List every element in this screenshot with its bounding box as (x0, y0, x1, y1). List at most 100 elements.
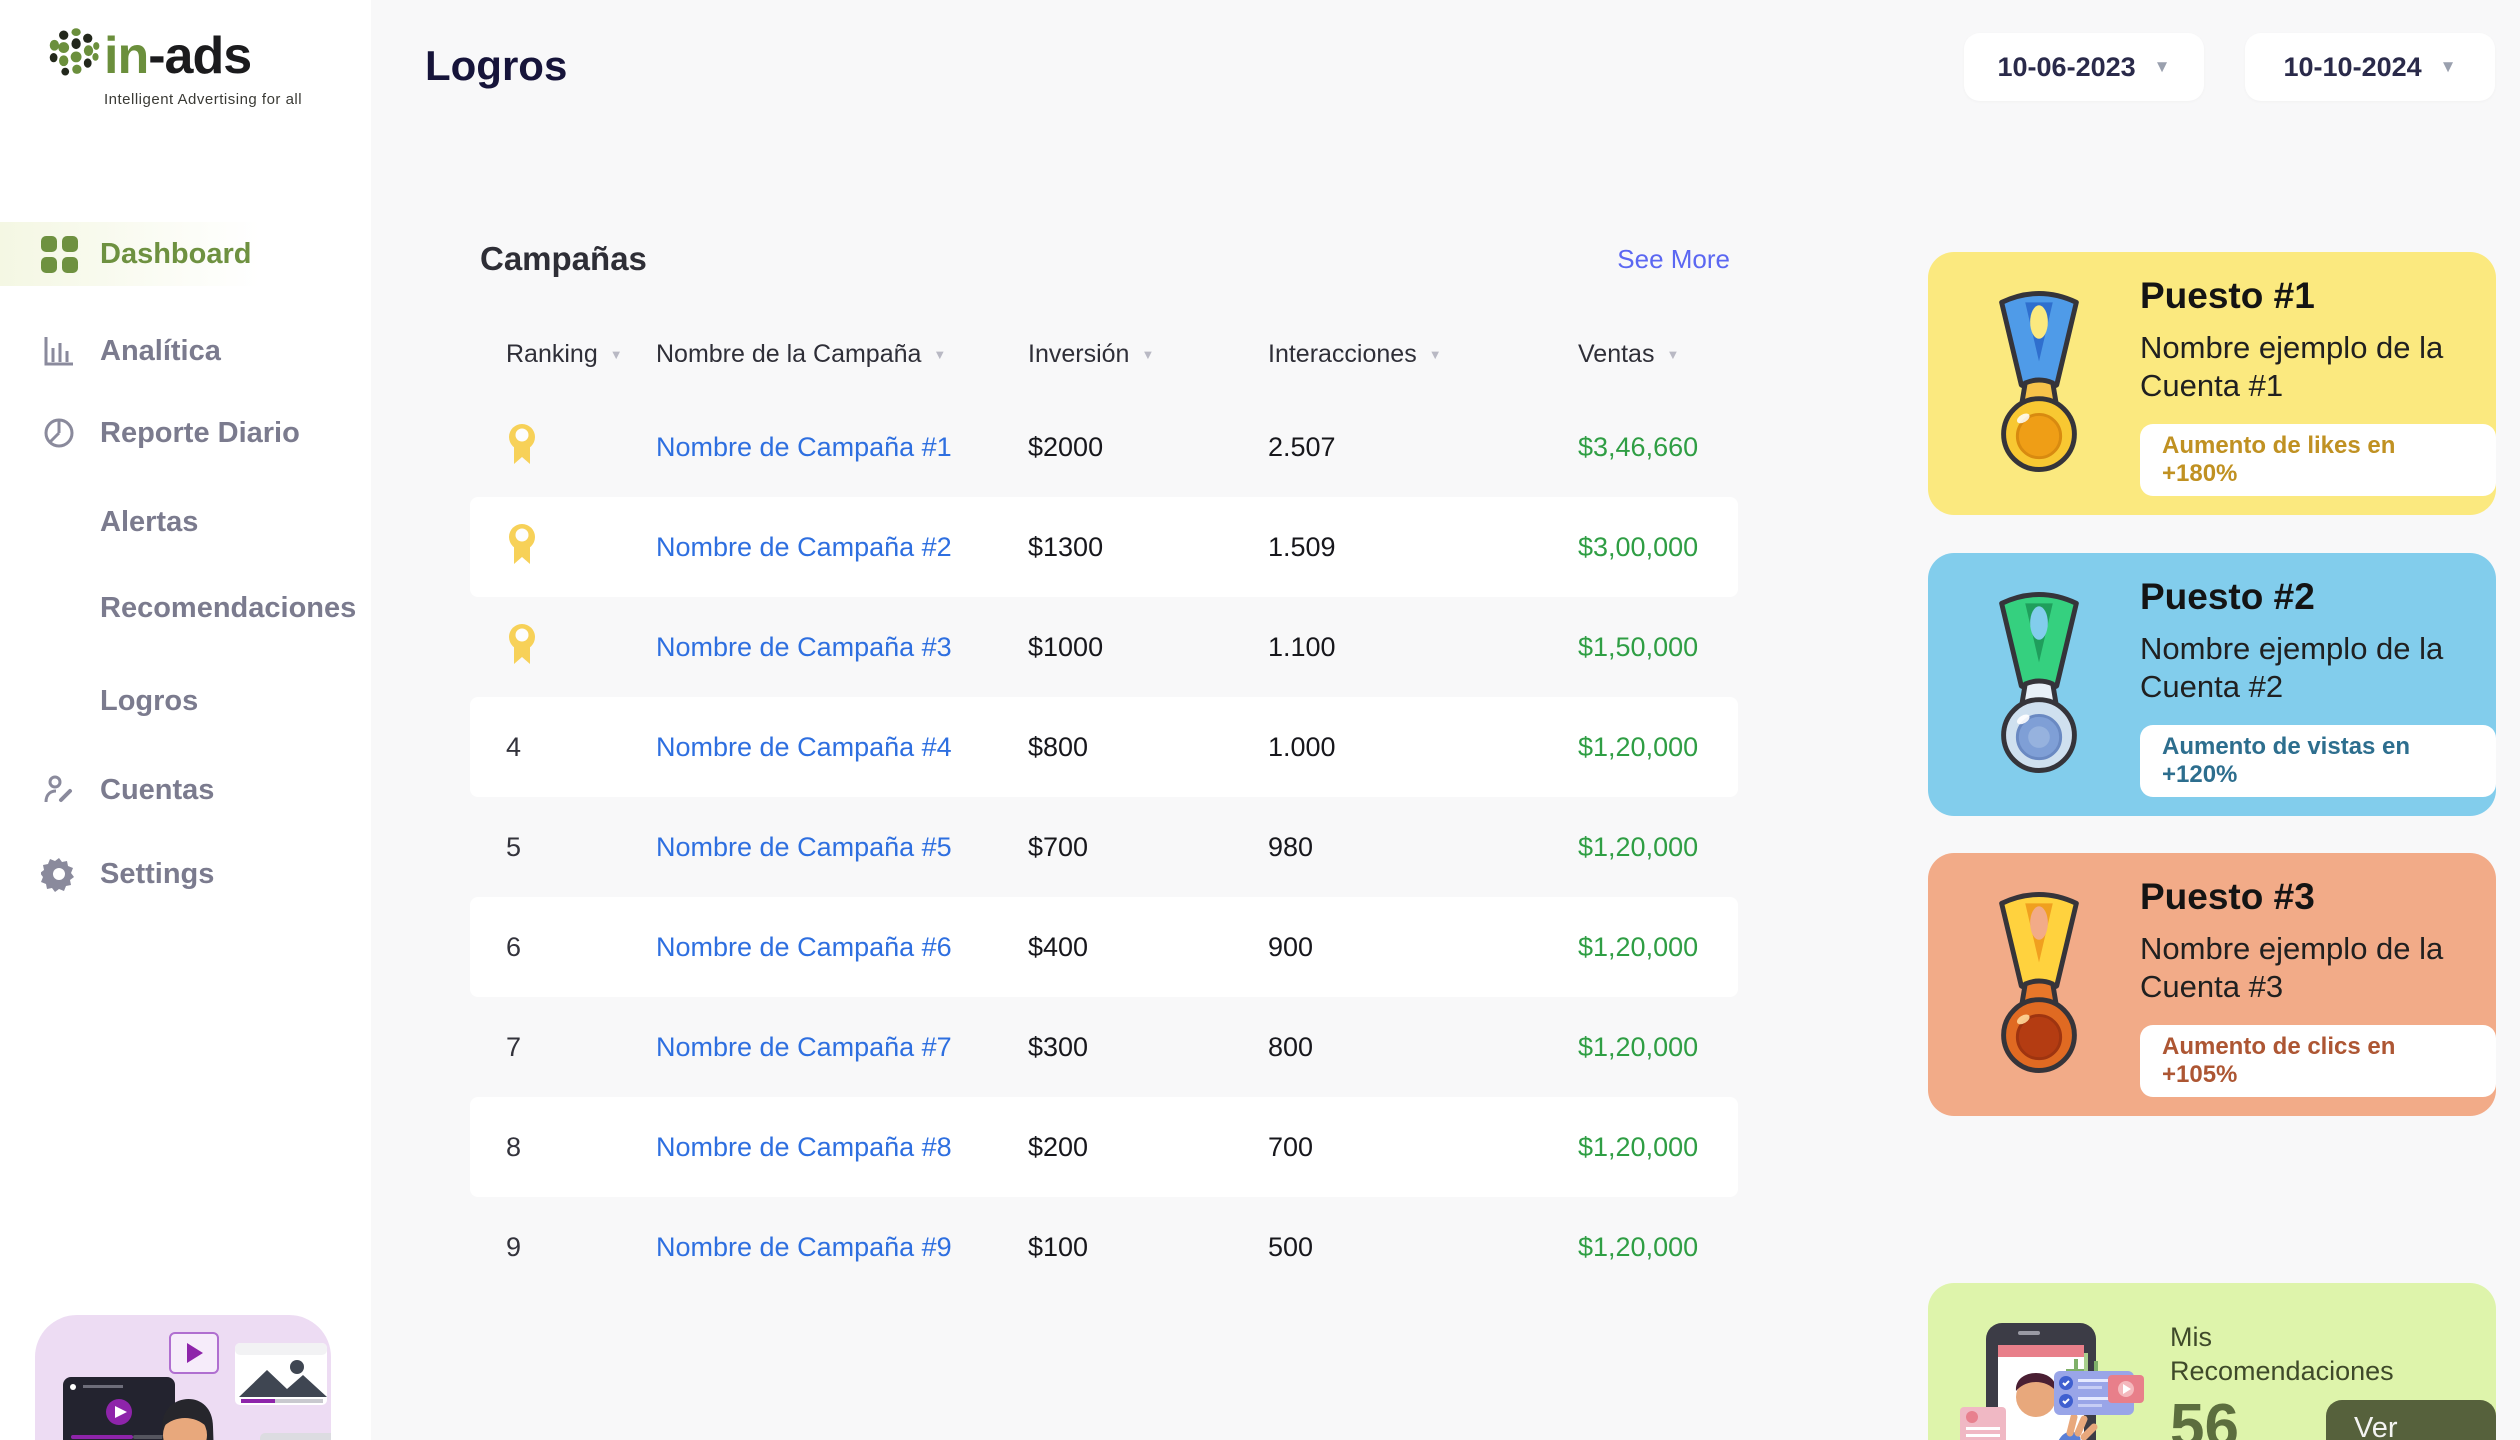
puesto-1-card: Puesto #1 Nombre ejemplo de la Cuenta #1… (1928, 252, 2496, 515)
recommendations-count: 56 (2170, 1392, 2239, 1440)
date-to-picker[interactable]: 10-10-2024 ▼ (2245, 33, 2495, 101)
ventas-value: $1,20,000 (1578, 1031, 1699, 1062)
ventas-value: $1,20,000 (1578, 1231, 1699, 1262)
bar-chart-icon (40, 332, 78, 370)
puesto-metric-badge: Aumento de clics en +105% (2140, 1024, 2496, 1097)
inversion-value: $1000 (1028, 631, 1104, 662)
inversion-value: $1300 (1028, 531, 1104, 562)
sidebar-item-dashboard[interactable]: Dashboard (0, 222, 371, 286)
ventas-value: $1,20,000 (1578, 831, 1699, 862)
ventas-value: $3,00,000 (1578, 531, 1699, 562)
interacciones-value: 1.509 (1268, 531, 1336, 562)
rank-number: 5 (506, 831, 522, 862)
bronze-medal-orange-ribbon-icon (1980, 890, 2098, 1080)
gold-rosette-icon (506, 422, 656, 473)
table-row: 4 Nombre de Campaña #4 $800 1.000 $1,20,… (470, 697, 1738, 797)
inversion-value: $100 (1028, 1231, 1089, 1262)
puesto-metric-badge: Aumento de vistas en +120% (2140, 724, 2496, 797)
inversion-value: $200 (1028, 1131, 1089, 1162)
inversion-value: $700 (1028, 831, 1089, 862)
puesto-account-name: Nombre ejemplo de la Cuenta #1 (2140, 330, 2444, 403)
user-edit-icon (40, 771, 78, 809)
pie-chart-icon (40, 414, 78, 452)
campaign-link[interactable]: Nombre de Campaña #5 (656, 831, 952, 862)
silver-medal-green-ribbon-icon (1980, 590, 2098, 780)
puesto-title: Puesto #2 (2140, 576, 2315, 618)
sidebar-item-cuentas[interactable]: Cuentas (0, 758, 371, 822)
rank-number: 8 (506, 1131, 522, 1162)
gear-icon (40, 855, 78, 893)
page-title: Logros (425, 42, 568, 89)
campaign-link[interactable]: Nombre de Campaña #2 (656, 531, 952, 562)
table-header-row: Ranking Nombre de la Campaña Inversión I… (470, 340, 1738, 369)
chevron-down-icon: ▼ (2153, 57, 2171, 76)
inversion-value: $800 (1028, 731, 1089, 762)
sidebar-item-recomendaciones[interactable]: Recomendaciones (100, 591, 357, 624)
rank-number: 9 (506, 1231, 522, 1262)
recommendations-label: Mis Recomendaciones (2170, 1322, 2394, 1386)
campaign-link[interactable]: Nombre de Campaña #7 (656, 1031, 952, 1062)
interacciones-value: 1.100 (1268, 631, 1336, 662)
ventas-value: $1,20,000 (1578, 931, 1699, 962)
ventas-value: $1,20,000 (1578, 731, 1699, 762)
inversion-value: $2000 (1028, 431, 1104, 462)
gold-rosette-icon (506, 622, 656, 673)
campaigns-section: Campañas See More Ranking Nombre de la C… (470, 240, 1738, 1297)
puesto-3-card: Puesto #3 Nombre ejemplo de la Cuenta #3… (1928, 853, 2496, 1116)
column-header-nombre[interactable]: Nombre de la Campaña (656, 340, 1028, 369)
interacciones-value: 2.507 (1268, 431, 1336, 462)
table-body: Nombre de Campaña #1 $2000 2.507 $3,46,6… (470, 397, 1738, 1297)
inversion-value: $300 (1028, 1031, 1089, 1062)
puesto-title: Puesto #1 (2140, 275, 2315, 317)
interacciones-value: 800 (1268, 1031, 1314, 1062)
gold-medal-blue-ribbon-icon (1980, 289, 2098, 479)
table-row: Nombre de Campaña #3 $1000 1.100 $1,50,0… (470, 597, 1738, 697)
column-header-interacciones[interactable]: Interacciones (1268, 340, 1578, 369)
campaign-link[interactable]: Nombre de Campaña #8 (656, 1131, 952, 1162)
sidebar: in-ads Intelligent Advertising for all D… (0, 0, 371, 1440)
gold-rosette-icon (506, 522, 656, 573)
table-row: Nombre de Campaña #2 $1300 1.509 $3,00,0… (470, 497, 1738, 597)
ventas-value: $1,20,000 (1578, 1131, 1699, 1162)
sidebar-item-logros[interactable]: Logros (100, 684, 199, 717)
sidebar-item-alertas[interactable]: Alertas (100, 505, 199, 538)
see-more-link[interactable]: See More (1617, 243, 1730, 274)
media-illustration (35, 1315, 348, 1440)
inversion-value: $400 (1028, 931, 1089, 962)
campaign-link[interactable]: Nombre de Campaña #6 (656, 931, 952, 962)
date-from-value: 10-06-2023 (1997, 51, 2136, 82)
rank-number: 7 (506, 1031, 522, 1062)
rank-number: 6 (506, 931, 522, 962)
chevron-down-icon: ▼ (2439, 57, 2457, 76)
interacciones-value: 900 (1268, 931, 1314, 962)
phone-illustration (1958, 1305, 2158, 1440)
interacciones-value: 700 (1268, 1131, 1314, 1162)
brand-name: in-ads (104, 26, 252, 85)
table-row: 5 Nombre de Campaña #5 $700 980 $1,20,00… (470, 797, 1738, 897)
column-header-ventas[interactable]: Ventas (1578, 340, 1758, 369)
column-header-inversion[interactable]: Inversión (1028, 340, 1268, 369)
ver-todas-button[interactable]: Ver Todas (2326, 1400, 2496, 1440)
date-from-picker[interactable]: 10-06-2023 ▼ (1964, 33, 2204, 101)
ventas-value: $3,46,660 (1578, 431, 1699, 462)
puesto-2-card: Puesto #2 Nombre ejemplo de la Cuenta #2… (1928, 553, 2496, 816)
puesto-metric-badge: Aumento de likes en +180% (2140, 423, 2496, 496)
campaign-link[interactable]: Nombre de Campaña #9 (656, 1231, 952, 1262)
campaigns-title: Campañas (480, 240, 647, 277)
table-row: 7 Nombre de Campaña #7 $300 800 $1,20,00… (470, 997, 1738, 1097)
campaign-link[interactable]: Nombre de Campaña #4 (656, 731, 952, 762)
puesto-title: Puesto #3 (2140, 876, 2315, 918)
sidebar-item-analitica[interactable]: Analítica (0, 319, 371, 383)
sidebar-item-settings[interactable]: Settings (0, 842, 371, 906)
brand-globe-icon (42, 22, 104, 89)
campaign-link[interactable]: Nombre de Campaña #3 (656, 631, 952, 662)
brand-tagline: Intelligent Advertising for all (104, 91, 303, 108)
campaign-link[interactable]: Nombre de Campaña #1 (656, 431, 952, 462)
brand-logo[interactable]: in-ads Intelligent Advertising for all (42, 22, 302, 108)
sidebar-item-reporte-diario[interactable]: Reporte Diario (0, 401, 371, 465)
ventas-value: $1,50,000 (1578, 631, 1699, 662)
interacciones-value: 980 (1268, 831, 1314, 862)
recommendations-card: Mis Recomendaciones 56 Ver Todas (1928, 1283, 2496, 1440)
column-header-ranking[interactable]: Ranking (506, 340, 656, 369)
